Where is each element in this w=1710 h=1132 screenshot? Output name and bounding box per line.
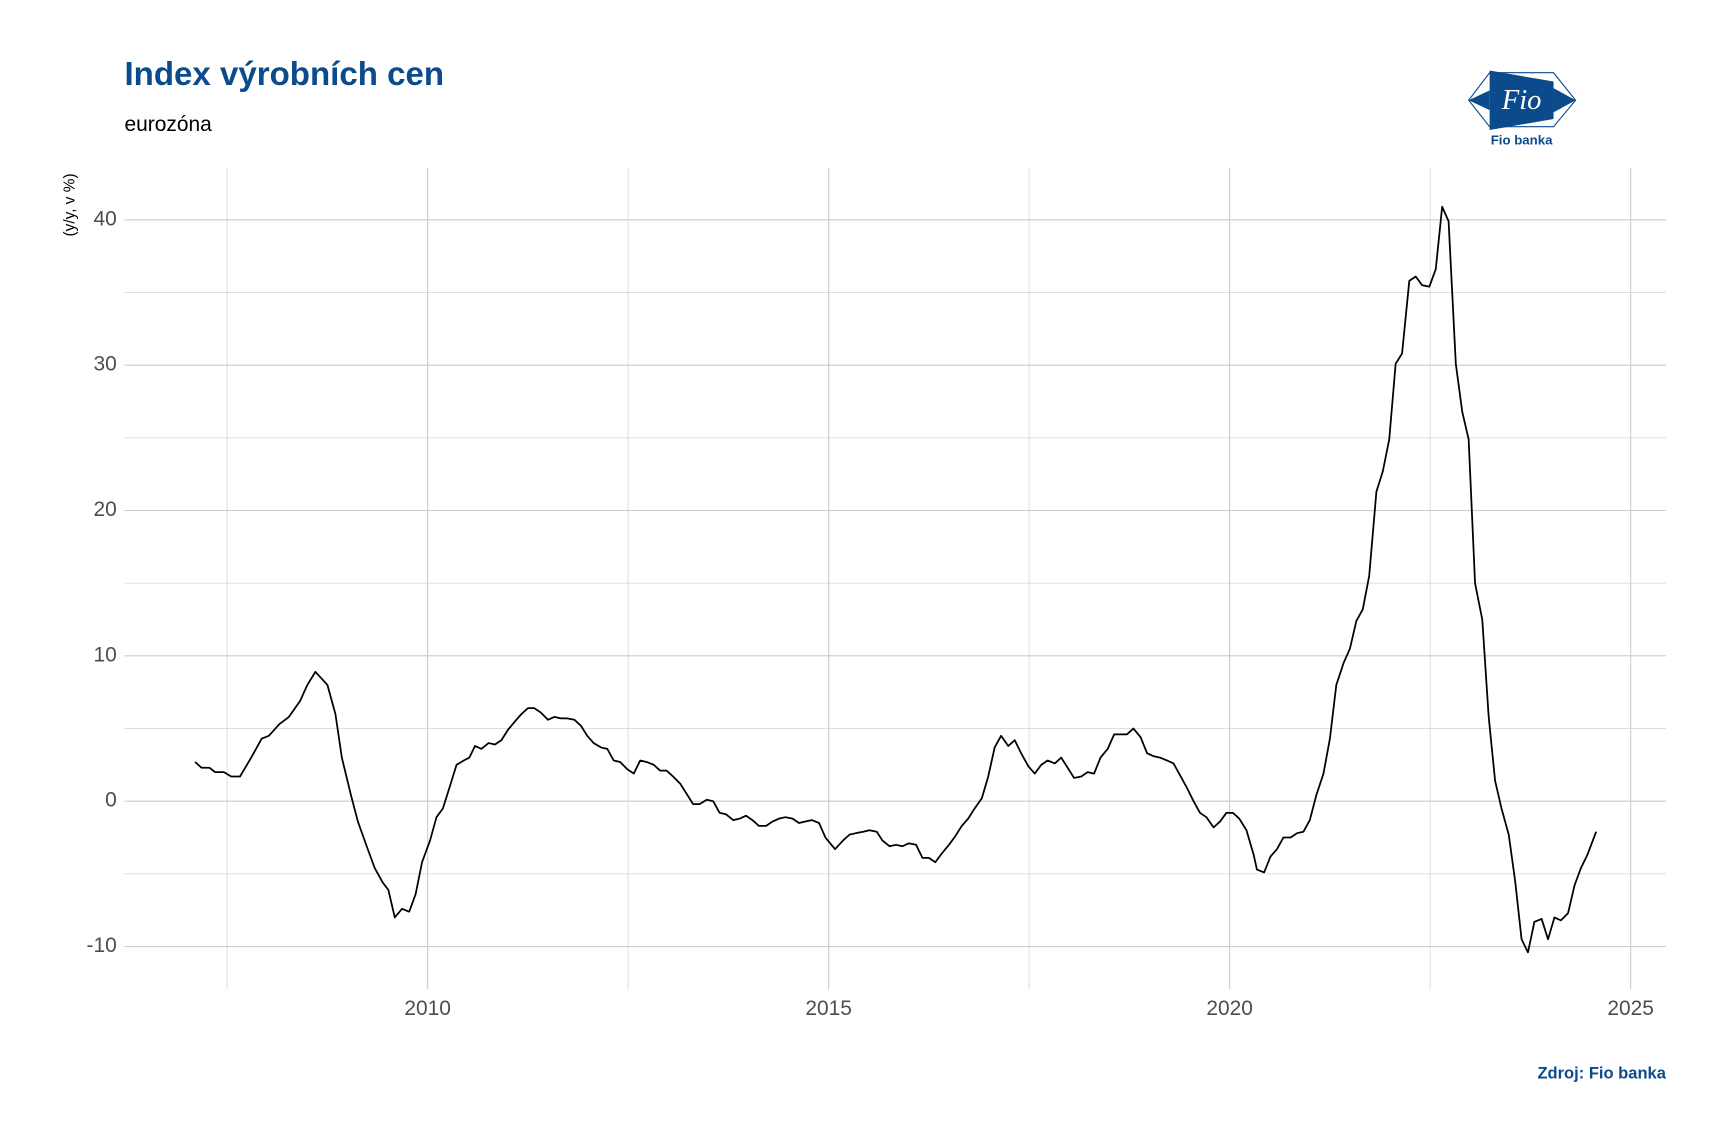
x-tick-label: 2010 (404, 997, 451, 1020)
logo-mark: Fio (1501, 84, 1542, 116)
y-tick-label: 30 (94, 353, 117, 376)
y-tick-label: -10 (87, 934, 117, 957)
chart-title: Index výrobních cen (125, 56, 445, 93)
y-axis-label: (y/y, v %) (62, 173, 79, 236)
data-line (194, 205, 1597, 954)
logo-flag (1489, 70, 1554, 131)
y-tick-label: 0 (105, 789, 117, 812)
logo-name: Fio banka (1491, 133, 1553, 148)
y-tick-label: 40 (94, 207, 117, 230)
caption: Zdroj: Fio banka (1537, 1064, 1666, 1083)
y-tick-label: 20 (94, 498, 117, 521)
x-tick-label: 2020 (1206, 997, 1253, 1020)
logo-arrow (1468, 90, 1490, 111)
x-tick-label: 2015 (805, 997, 852, 1020)
logo: Fio Fio banka (1468, 70, 1577, 148)
x-tick-label: 2025 (1607, 997, 1654, 1020)
chart-subtitle: eurozóna (125, 113, 213, 136)
logo-arrow (1553, 88, 1576, 113)
y-tick-label: 10 (94, 643, 117, 666)
